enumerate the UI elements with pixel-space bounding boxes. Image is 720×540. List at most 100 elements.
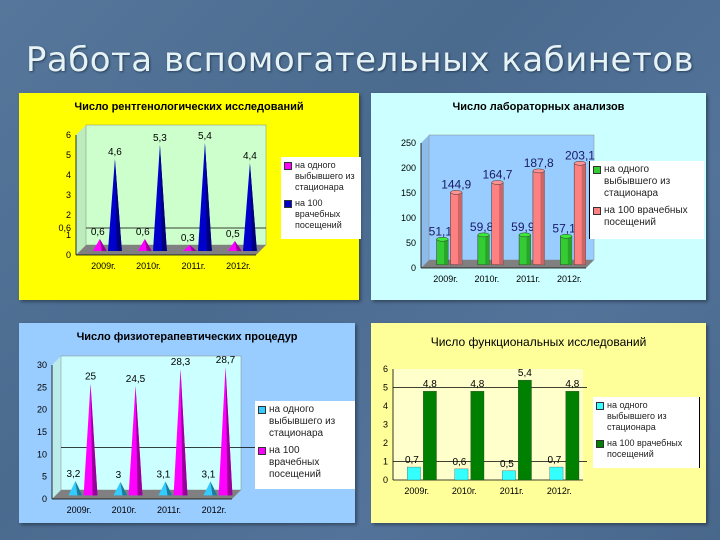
data-label: 5,3 (153, 133, 167, 144)
y-tick-label: 0 (383, 475, 388, 485)
data-label: 4,8 (565, 379, 579, 390)
data-label: 3 (116, 470, 122, 481)
data-label: 187,8 (524, 156, 554, 170)
y-tick-label: 4 (66, 170, 71, 180)
chart-legend: на одного выбывшего из стационара на 100… (281, 157, 361, 239)
x-tick-label: 2011г. (516, 274, 540, 284)
data-label: 28,7 (216, 355, 236, 366)
chart-title: Число функциональных исследований (430, 335, 647, 349)
data-label: 25 (85, 372, 97, 383)
chart-title: Число физиотерапевтических процедур (76, 331, 298, 343)
legend-swatch-icon (593, 166, 601, 174)
chart-panel-lab: Число лабораторных анализов 0 50 100 150 200… (371, 93, 706, 300)
y-tick-label: 3 (383, 420, 388, 430)
legend-swatch-icon (258, 447, 266, 455)
x-tick-label: 2009г. (67, 505, 92, 515)
data-label: 0,5 (500, 459, 514, 470)
x-tick-label: 2010г. (112, 505, 137, 515)
data-label: 4,8 (470, 379, 484, 390)
bar (423, 391, 437, 481)
chart-legend: на одного выбывшего из стационара на 100… (593, 397, 700, 468)
chart-plot: 0 1 2 3 4 5 6 2009г. 0,7 4,8 2010г. 0,6 4,8 2011г. 0,5… (383, 364, 587, 496)
y-tick-label: 3 (66, 190, 71, 200)
legend-swatch-icon (596, 440, 604, 448)
y-tick-label: 1 (383, 457, 388, 467)
chart-panel-xray: Число рентгенологических исследований 0 1… (19, 93, 361, 300)
y-tick-label: 2 (383, 438, 388, 448)
x-tick-label: 2011г. (157, 505, 181, 515)
data-label: 24,5 (126, 374, 146, 385)
data-label: 203,1 (565, 148, 595, 162)
x-tick-label: 2010г. (475, 274, 500, 284)
y-tick-label: 50 (406, 238, 416, 248)
y-tick-label: 0 (42, 494, 47, 504)
chart-legend: на одного выбывшего из стационара на 100… (255, 401, 355, 489)
data-label: 144,9 (441, 177, 471, 191)
x-tick-label: 2011г. (500, 486, 524, 496)
x-tick-label: 2009г. (433, 274, 458, 284)
data-label: 51,1 (429, 224, 453, 238)
legend-item: на 100 врачебных посещений (258, 445, 352, 481)
data-label: 0,5 (226, 229, 240, 240)
data-label: 0,6 (91, 227, 105, 238)
legend-swatch-icon (284, 200, 292, 208)
chart-plot: 0 1 2 3 4 5 6 0,6 2009г. 0,6 4,6 2010г. 0,6 5,3 2011г.… (58, 124, 267, 271)
x-tick-label: 2012г. (202, 505, 227, 515)
data-label: 4,6 (108, 147, 122, 158)
y-tick-label: 150 (401, 188, 416, 198)
legend-item: на одного выбывшего из стационара (258, 404, 352, 440)
bar (470, 391, 485, 481)
y-tick-label: 20 (37, 405, 47, 415)
bar (407, 466, 421, 481)
data-label: 5,4 (198, 131, 212, 142)
y-tick-label: 30 (37, 360, 47, 370)
bar (502, 470, 516, 481)
y-tick-label: 6 (383, 364, 388, 374)
legend-item: на одного выбывшего из стационара (284, 160, 358, 193)
data-label: 4,4 (243, 151, 257, 162)
y-tick-label: 6 (66, 130, 71, 140)
y-tick-label: 0 (66, 250, 71, 260)
data-label: 0,6 (136, 227, 150, 238)
bar (454, 468, 469, 481)
chart-panel-physio: Число физиотерапевтических процедур 0 5 10… (19, 323, 355, 523)
chart-plot: 0 50 100 150 200 250 2009г. 51,1 144,9 2010г. 59,8… (401, 134, 595, 284)
y-tick-label: 0,6 (58, 223, 71, 233)
legend-swatch-icon (284, 162, 292, 170)
chart-panel-functional: Число функциональных исследований 0 1 2 3 4 5… (371, 323, 706, 523)
x-tick-label: 2009г. (91, 261, 116, 271)
x-tick-label: 2010г. (136, 261, 161, 271)
chart-title: Число рентгенологических исследований (74, 101, 304, 113)
data-label: 59,9 (511, 220, 535, 234)
bar (549, 466, 564, 481)
data-label: 57,1 (552, 221, 576, 235)
y-tick-label: 15 (37, 427, 47, 437)
legend-swatch-icon (593, 207, 601, 215)
data-label: 3,1 (201, 470, 215, 481)
x-tick-label: 2011г. (181, 261, 205, 271)
y-tick-label: 5 (66, 150, 71, 160)
y-tick-label: 5 (383, 383, 388, 393)
chart-plot: 0 5 10 15 20 25 30 2009г. 3,2 25 2010г. 3 24,5 2011г.… (37, 355, 301, 515)
data-label: 28,3 (171, 357, 191, 368)
y-tick-label: 10 (37, 449, 47, 459)
legend-item: на одного выбывшего из стационара (593, 164, 701, 200)
data-label: 4,8 (423, 379, 437, 390)
data-label: 3,1 (156, 470, 170, 481)
y-tick-label: 1 (66, 230, 71, 240)
y-tick-label: 25 (37, 382, 47, 392)
y-tick-label: 4 (383, 401, 388, 411)
y-tick-label: 250 (401, 138, 416, 148)
y-tick-label: 0 (411, 263, 416, 273)
y-tick-label: 100 (401, 213, 416, 223)
data-label: 0,7 (405, 455, 419, 466)
legend-item: на одного выбывшего из стационара (596, 400, 696, 433)
x-tick-label: 2009г. (404, 486, 429, 496)
data-label: 3,2 (66, 469, 80, 480)
y-tick-label: 2 (66, 210, 71, 220)
x-tick-label: 2012г. (557, 274, 582, 284)
y-tick-label: 5 (42, 472, 47, 482)
legend-item: на 100 врачебных посещений (596, 438, 696, 460)
legend-swatch-icon (258, 406, 266, 414)
bar (565, 391, 580, 481)
